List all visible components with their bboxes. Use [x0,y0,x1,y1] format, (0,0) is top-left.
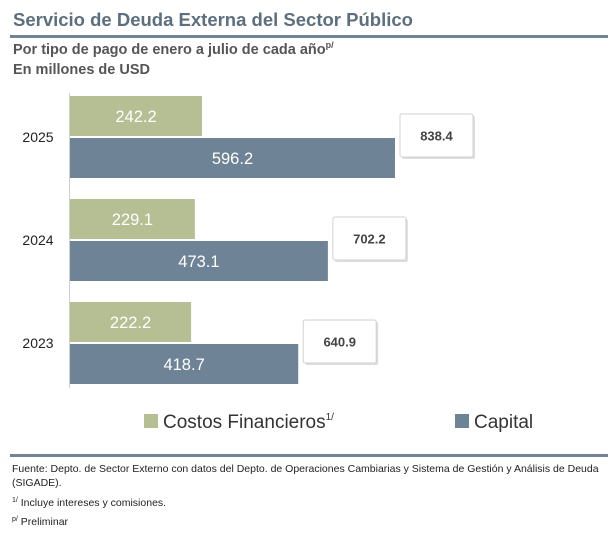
total-callout [302,319,377,364]
footnote-2-text: Preliminar [20,516,69,528]
data-label: 418.7 [163,356,204,374]
category-label: 2024 [22,232,53,248]
legend-swatch-costos [144,414,158,428]
data-label: 229.1 [112,211,153,229]
footnote-2: p/ Preliminar [12,516,68,528]
subtitle-text: Por tipo de pago de enero a julio de cad… [13,41,326,58]
bar [70,302,192,342]
total-label: 702.2 [353,232,386,247]
legend-superscript: 1/ [326,412,335,423]
category-label: 2023 [22,335,53,351]
total-callout [399,113,474,158]
data-label: 242.2 [115,108,156,126]
total-label: 640.9 [323,335,356,350]
total-label: 838.4 [420,129,453,144]
bar [70,199,195,239]
bar [70,241,328,281]
data-label: 473.1 [178,253,219,271]
legend-label-costos: Costos Financieros1/ [163,412,334,433]
category-label: 2025 [22,129,53,145]
bar [70,344,299,384]
subtitle-superscript: p/ [325,40,334,50]
footnote-2-mark: p/ [12,516,18,523]
footnote-1: 1/ Incluye intereses y comisiones. [12,497,166,509]
footnote-divider [10,454,608,457]
source-note: Fuente: Depto. de Sector Externo con dat… [12,463,599,489]
bar-chart: 2025 242.2 596.2 838.4 2024 229.1 473.1 702.2 20… [22,93,533,433]
chart-title: Servicio de Deuda Externa del Sector Púb… [13,9,413,30]
footnote-1-mark: 1/ [12,497,18,504]
legend-swatch-capital [455,414,469,428]
data-label: 222.2 [110,314,151,332]
total-callout [332,216,407,261]
footnote-1-text: Incluye intereses y comisiones. [20,497,167,509]
bar [70,96,203,136]
chart-subtitle: Por tipo de pago de enero a julio de cad… [13,40,334,58]
legend-label-capital: Capital [474,412,533,433]
units-label: En millones de USD [13,62,150,78]
bar [70,138,395,178]
data-label: 596.2 [212,150,253,168]
title-divider [10,35,608,38]
